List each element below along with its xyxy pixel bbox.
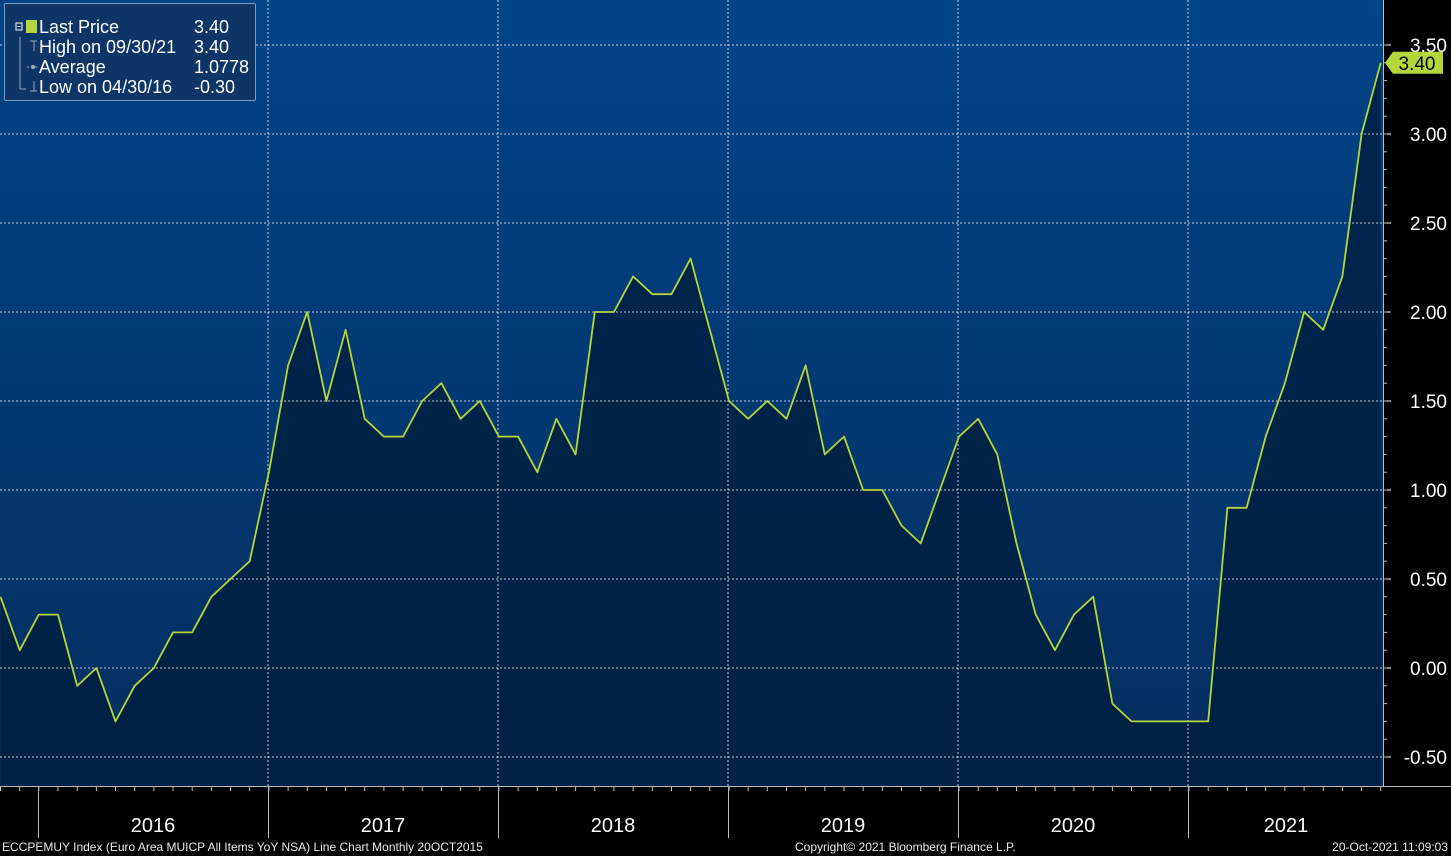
area-fill: [0, 62, 1381, 787]
footer-description: ECCPEMUY Index (Euro Area MUICP All Item…: [2, 840, 483, 854]
y-tick-label: -0.50: [1404, 748, 1447, 769]
x-tick-label: 2019: [821, 815, 866, 837]
legend-value: 3.40: [194, 17, 230, 37]
legend-box: Last Price 3.40 High on 09/30/21 3.40 Av…: [4, 3, 256, 101]
y-tick-label: 2.50: [1410, 214, 1447, 235]
y-tick-label: 0.00: [1410, 659, 1447, 680]
legend-value: 3.40: [194, 37, 230, 57]
low-marker-icon: [19, 77, 37, 92]
y-tick-label: 0.50: [1410, 570, 1447, 591]
last-value-tag-label: 3.40: [1399, 54, 1436, 75]
x-tick-label: 2020: [1051, 815, 1096, 837]
footer-timestamp: 20-Oct-2021 11:09:03: [1332, 840, 1448, 854]
last-value-tag: 3.40: [1385, 51, 1443, 75]
right-axis-background: [1383, 0, 1451, 786]
x-tick-label: 2016: [131, 815, 176, 837]
legend-row-low: Low on 04/30/16 -0.30: [5, 77, 257, 97]
last-value-tag-background: [1385, 51, 1443, 74]
y-tick-label: 3.50: [1410, 36, 1447, 57]
y-tick-label: 1.50: [1410, 392, 1447, 413]
legend-label: Low on 04/30/16: [39, 77, 173, 97]
legend-value: -0.30: [194, 77, 236, 97]
x-tick-label: 2017: [361, 815, 406, 837]
legend-row-last-price: Last Price 3.40: [5, 17, 257, 37]
y-tick-label: 1.00: [1410, 481, 1447, 502]
y-tick-label: 3.00: [1410, 125, 1447, 146]
x-tick-label: 2021: [1264, 815, 1309, 837]
bottom-axis-background: [0, 786, 1451, 838]
footer-copyright: Copyright© 2021 Bloomberg Finance L.P.: [795, 840, 1016, 854]
x-tick-label: 2018: [591, 815, 636, 837]
legend-label: Average: [39, 57, 106, 77]
y-tick-label: 2.00: [1410, 303, 1447, 324]
series-line: [0, 62, 1382, 723]
legend-row-high: High on 09/30/21 3.40: [5, 37, 257, 57]
legend-value: 1.0778: [194, 57, 250, 77]
legend-row-average: Average 1.0778: [5, 57, 257, 77]
legend-label: High on 09/30/21: [39, 37, 177, 57]
legend-label: Last Price: [39, 17, 120, 37]
average-marker-icon: [19, 57, 37, 77]
last-price-marker-icon: [15, 20, 37, 33]
high-marker-icon: [19, 37, 37, 57]
